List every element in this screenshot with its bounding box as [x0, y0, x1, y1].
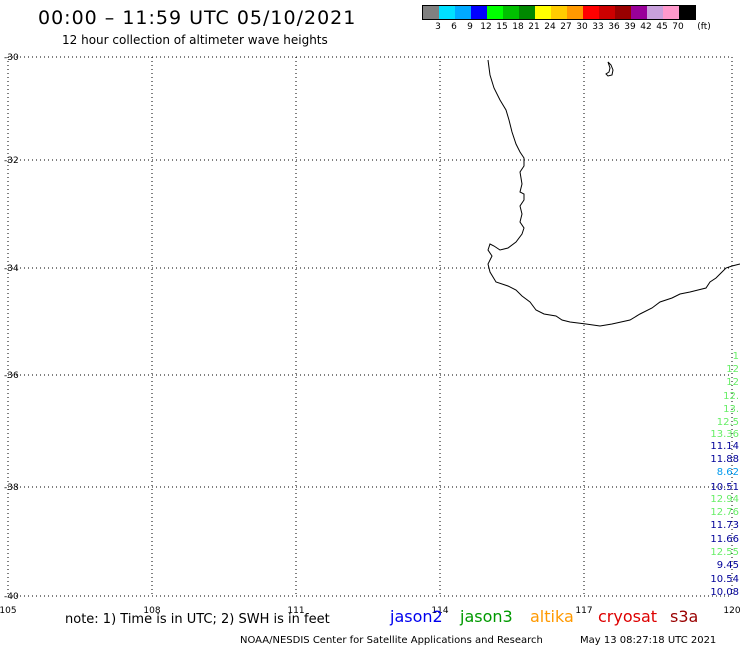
legend-swatch [663, 6, 679, 19]
satellite-label-s3a: s3a [670, 607, 699, 626]
legend-tick-label: 33 [592, 22, 604, 32]
legend-swatch [487, 6, 503, 19]
wave-height-label: 12.94 [710, 494, 739, 505]
wave-height-label: 1 [733, 351, 739, 362]
legend-tick-labels: 3 6 9 12 15 18 21 24 27 30 33 36 39 42 45 70 (ft) [422, 20, 711, 32]
footer-organization: NOAA/NESDIS Center for Satellite Applica… [240, 635, 543, 646]
lat-tick-label: -38 [4, 483, 19, 493]
legend-tick-label: 12 [480, 22, 492, 32]
legend-tick-label: 15 [496, 22, 508, 32]
wave-height-label: 11.73 [710, 520, 739, 531]
wave-height-label: 10.08 [710, 587, 739, 598]
legend-swatch [519, 6, 535, 19]
legend-swatch [439, 6, 455, 19]
latitude-tick-labels: -30 -32 -34 -36 -38 -40 [4, 53, 19, 602]
wave-height-label: 9.45 [717, 560, 739, 571]
legend-tick-label: 24 [544, 22, 556, 32]
legend-swatch [679, 6, 695, 19]
legend-swatch [535, 6, 551, 19]
satellite-label-jason2: jason2 [390, 607, 443, 626]
lon-tick-label: 105 [0, 606, 17, 616]
lat-tick-label: -30 [4, 53, 19, 63]
legend-tick-label: 42 [640, 22, 652, 32]
legend-swatch [551, 6, 567, 19]
satellite-label-jason3: jason3 [460, 607, 513, 626]
legend-tick-label: 70 [672, 22, 684, 32]
lon-tick-label: 108 [143, 606, 160, 616]
legend-tick-label: 27 [560, 22, 572, 32]
legend-tick-label: 9 [467, 22, 473, 32]
footer-timestamp: May 13 08:27:18 UTC 2021 [580, 635, 717, 646]
legend-swatch [503, 6, 519, 19]
wave-height-label: 12.55 [710, 547, 739, 558]
wave-height-labels: 1121212.13.12.513.3611.1411.888.6210.511… [710, 351, 739, 598]
lat-tick-label: -36 [4, 371, 19, 381]
wave-height-label: 12.76 [710, 507, 739, 518]
lon-tick-label: 114 [431, 606, 448, 616]
lat-tick-label: -40 [4, 592, 19, 602]
legend-tick-label: 21 [528, 22, 540, 32]
wave-height-label: 11.14 [710, 441, 739, 452]
lon-tick-label: 117 [575, 606, 592, 616]
map-subtitle: 12 hour collection of altimeter wave hei… [62, 33, 328, 47]
legend-tick-label: 6 [451, 22, 457, 32]
note-text: note: 1) Time is in UTC; 2) SWH is in fe… [65, 612, 330, 627]
legend-swatch [423, 6, 439, 19]
legend-tick-label: 39 [624, 22, 636, 32]
wave-height-label: 12. [723, 391, 739, 402]
satellite-label-altika: altika [530, 607, 574, 626]
wave-height-label: 13. [723, 404, 739, 415]
legend-tick-label: 36 [608, 22, 620, 32]
legend-color-bar [422, 5, 696, 20]
legend-tick-label: 45 [656, 22, 668, 32]
legend-swatch [647, 6, 663, 19]
legend-swatch [455, 6, 471, 19]
color-legend: 3 6 9 12 15 18 21 24 27 30 33 36 39 42 45 70 (ft) [422, 5, 711, 32]
longitude-tick-labels: 105 108 111 114 117 120 [0, 606, 740, 616]
wave-height-label: 12 [726, 377, 739, 388]
wave-height-label: 11.66 [710, 534, 739, 545]
lat-tick-label: -32 [4, 156, 19, 166]
legend-swatch [599, 6, 615, 19]
wave-height-label: 12.5 [717, 417, 739, 428]
wave-height-label: 13.36 [710, 429, 739, 440]
legend-swatch [471, 6, 487, 19]
legend-tick-label: 18 [512, 22, 524, 32]
island-coastline [605, 61, 614, 77]
satellite-label-cryosat: cryosat [598, 607, 658, 626]
legend-swatch [631, 6, 647, 19]
lat-tick-label: -34 [4, 264, 19, 274]
legend-swatch [583, 6, 599, 19]
wave-height-label: 10.54 [710, 574, 739, 585]
wave-height-label: 8.62 [717, 467, 739, 478]
legend-unit: (ft) [697, 22, 711, 32]
wave-height-label: 11.88 [710, 454, 739, 465]
lat-lon-grid [7, 56, 733, 597]
legend-tick-label: 3 [435, 22, 441, 32]
wave-height-label: 12 [726, 364, 739, 375]
australia-coastline [487, 59, 740, 327]
legend-swatch [615, 6, 631, 19]
wave-height-label: 10.51 [710, 482, 739, 493]
map-title: 00:00 – 11:59 UTC 05/10/2021 [38, 7, 357, 29]
legend-tick-label: 30 [576, 22, 588, 32]
lon-tick-label: 111 [287, 606, 304, 616]
lon-tick-label: 120 [723, 606, 740, 616]
legend-swatch [567, 6, 583, 19]
